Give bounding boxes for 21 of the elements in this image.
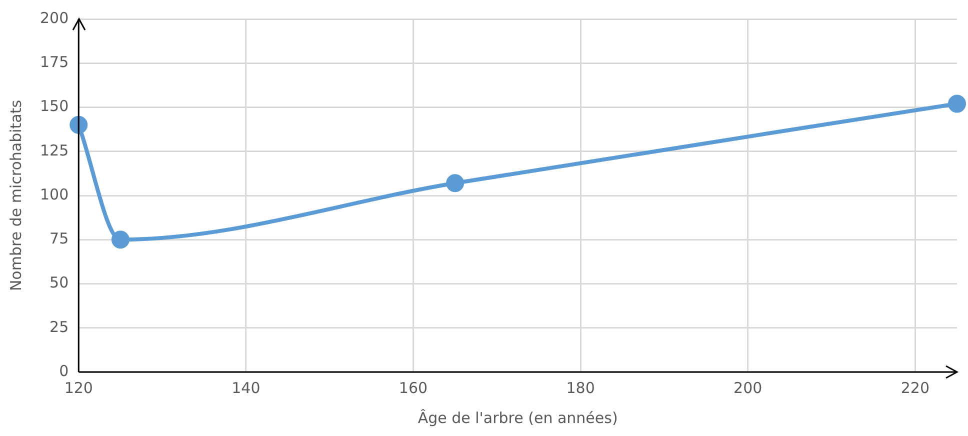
point [70,116,88,134]
x-tick-label: 220 [900,378,930,397]
y-tick-label: 150 [40,97,69,116]
point [446,174,464,192]
y-tick-label: 200 [40,8,69,27]
y-tick-label: 25 [50,318,69,336]
x-tick-label: 140 [232,378,260,397]
y-tick-label: 75 [50,230,69,248]
x-tick-label: 200 [734,378,762,397]
x-tick-label: 180 [566,378,595,397]
y-tick-label: 0 [59,362,69,380]
x-axis-title: Âge de l'arbre (en années) [418,408,618,427]
y-axis-title: Nombre de microhabitats [6,100,25,292]
point [948,94,966,113]
y-tick-label: 100 [40,185,69,204]
point [111,230,130,249]
x-tick-label: 160 [398,378,428,397]
y-tick-label: 175 [40,53,69,72]
y-tick-label: 50 [50,274,69,292]
y-tick-label: 125 [40,141,69,160]
x-tick-label: 120 [64,378,93,397]
